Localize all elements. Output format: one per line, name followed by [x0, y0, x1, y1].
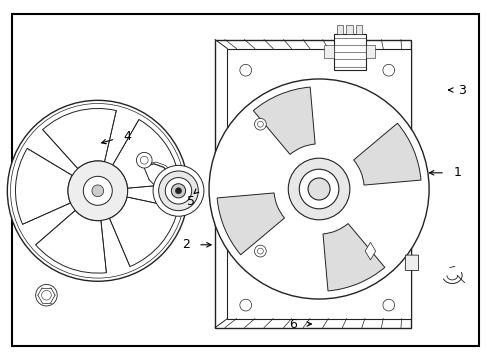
Circle shape — [165, 177, 191, 204]
Text: 4: 4 — [123, 130, 131, 143]
Circle shape — [92, 185, 103, 197]
Text: 5: 5 — [186, 195, 194, 208]
Text: 2: 2 — [182, 238, 189, 251]
Circle shape — [140, 156, 148, 164]
Circle shape — [254, 245, 265, 257]
Wedge shape — [36, 210, 106, 273]
Circle shape — [171, 184, 185, 198]
Wedge shape — [16, 148, 72, 224]
Bar — [365, 45, 375, 58]
Bar — [336, 25, 343, 34]
Circle shape — [209, 79, 428, 299]
Circle shape — [299, 169, 338, 209]
Bar — [346, 25, 352, 34]
Wedge shape — [113, 120, 180, 188]
Circle shape — [158, 171, 198, 211]
Circle shape — [240, 299, 251, 311]
Circle shape — [257, 248, 263, 254]
Circle shape — [307, 178, 329, 200]
Polygon shape — [365, 242, 375, 260]
Circle shape — [175, 188, 181, 194]
Bar — [215, 40, 410, 328]
Bar — [355, 25, 362, 34]
Wedge shape — [109, 197, 178, 266]
Text: 3: 3 — [457, 84, 465, 96]
Wedge shape — [253, 87, 314, 154]
Bar — [333, 34, 365, 70]
Wedge shape — [323, 224, 384, 291]
Wedge shape — [353, 123, 420, 185]
FancyBboxPatch shape — [405, 255, 418, 270]
Bar — [324, 45, 333, 58]
Circle shape — [288, 158, 349, 220]
Circle shape — [254, 118, 265, 130]
Text: 1: 1 — [452, 166, 460, 179]
Circle shape — [68, 161, 127, 221]
Circle shape — [240, 64, 251, 76]
Circle shape — [10, 104, 185, 278]
Circle shape — [382, 64, 394, 76]
Circle shape — [41, 291, 51, 300]
Circle shape — [153, 165, 203, 216]
Circle shape — [83, 176, 112, 205]
Circle shape — [257, 121, 263, 127]
Wedge shape — [217, 193, 284, 255]
Circle shape — [382, 299, 394, 311]
Circle shape — [7, 100, 188, 281]
Circle shape — [36, 284, 57, 306]
Text: 6: 6 — [289, 318, 297, 330]
Circle shape — [136, 152, 152, 168]
Wedge shape — [42, 108, 116, 168]
Bar — [227, 49, 410, 319]
